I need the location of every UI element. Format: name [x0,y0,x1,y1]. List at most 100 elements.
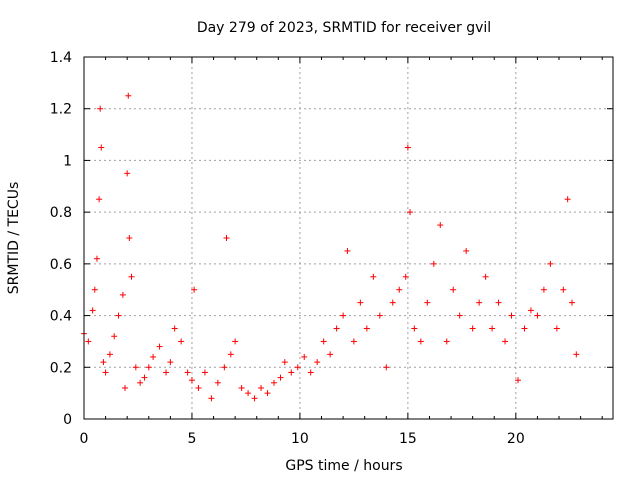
data-point [568,299,575,306]
data-point [264,390,271,397]
data-point [191,286,198,293]
data-point [85,338,92,345]
data-points [81,92,580,402]
data-point [238,384,245,391]
data-point [156,343,163,350]
data-point [271,379,278,386]
data-point [333,325,340,332]
data-point [463,247,470,254]
data-point [469,325,476,332]
data-point [307,369,314,376]
data-point [383,364,390,371]
y-tick-label: 1 [63,153,72,169]
data-point [527,307,534,314]
data-point [126,235,133,241]
data-point [411,325,418,332]
data-point [521,325,528,332]
data-point [417,338,424,345]
data-point [124,170,131,177]
data-point [340,312,347,319]
axis-ticks [83,56,613,420]
data-point [184,369,191,376]
data-point [89,307,96,314]
data-point [93,255,100,262]
data-point [128,273,135,280]
data-point [171,325,178,332]
data-point [450,286,457,293]
y-tick-label: 0.6 [50,257,72,273]
data-point [344,247,351,254]
y-axis-label: SRMTID / TECUs [6,182,22,295]
x-tick-label: 0 [80,431,89,447]
data-point [370,273,377,280]
data-point [281,359,288,366]
data-point [227,351,234,358]
data-point [167,359,174,366]
data-point [396,286,403,293]
data-point [258,384,265,391]
data-point [443,338,450,345]
data-point [91,286,98,293]
data-point [98,144,105,151]
data-point [119,291,126,298]
data-point [223,235,230,241]
data-point [96,196,103,203]
data-point [188,377,195,384]
data-point [573,351,580,358]
y-tick-label: 0.2 [50,360,72,376]
y-tick-label: 1.4 [50,50,72,66]
data-point [402,273,409,280]
data-point [320,338,327,345]
data-point [376,312,383,319]
data-point [195,384,202,391]
data-point [97,105,104,112]
y-tick-label: 0.8 [50,205,72,221]
data-point [245,390,252,397]
data-point [232,338,239,345]
data-point [553,325,560,332]
data-point [221,364,228,371]
x-tick-label: 10 [291,431,309,447]
x-axis-label: GPS time / hours [285,458,402,474]
data-point [102,369,109,376]
grid-lines [84,57,613,419]
data-point [314,359,321,366]
data-point [100,359,107,366]
data-point [363,325,370,332]
data-point [288,369,295,376]
data-point [125,92,132,99]
plot-frame [83,56,614,420]
data-point [430,260,437,267]
data-point [514,377,521,384]
data-point [564,196,571,203]
data-point [150,353,157,360]
data-point [456,312,463,319]
data-point [115,312,122,319]
data-point [201,369,208,376]
data-point [350,338,357,345]
data-point [540,286,547,293]
data-point [424,299,431,306]
x-tick-label: 20 [507,431,525,447]
x-tick-label: 15 [399,431,417,447]
data-point [163,369,170,376]
y-tick-label: 0 [63,412,72,428]
data-point [277,374,284,381]
data-point [437,222,444,229]
data-point [327,351,334,358]
data-point [560,286,567,293]
tick-labels: 0 5 10 15 20 0 0.2 0.4 0.6 0.8 1 1.2 1.4 [50,50,525,447]
data-point [106,351,113,358]
data-point [141,374,148,381]
data-point [476,299,483,306]
data-point [294,364,301,371]
data-point [404,144,411,151]
data-point [502,338,509,345]
y-tick-label: 1.2 [50,102,72,118]
data-point [214,379,221,386]
data-point [132,364,139,371]
data-point [301,353,308,360]
data-point [111,333,118,340]
data-point [208,395,215,402]
